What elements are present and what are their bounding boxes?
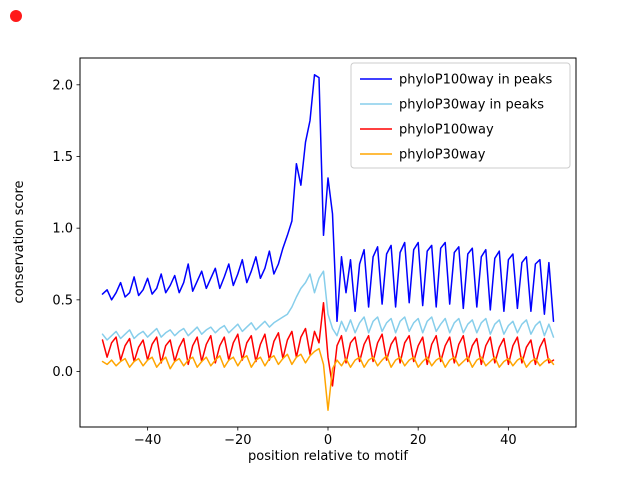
series-line-phylop30way-in-peaks [101, 270, 555, 341]
legend-label-phylop100way: phyloP100way [399, 123, 494, 138]
series-layer [101, 74, 555, 411]
legend-label-phylop30way: phyloP30way [399, 148, 486, 163]
legend: phyloP100way in peaks phyloP30way in peak… [350, 62, 571, 169]
y-tick-label: 0.5 [52, 293, 73, 308]
series-line-phylop100way-in-peaks [101, 74, 555, 323]
x-tick-label: 0 [324, 433, 332, 448]
x-tick-label: −40 [134, 433, 161, 448]
ticks-layer: −40 −20 0 20 40 0.0 0.5 1.0 1.5 2.0 [52, 78, 516, 448]
x-tick-label: 20 [410, 433, 427, 448]
x-tick-label: 40 [500, 433, 517, 448]
series-line-phylop100way [101, 301, 555, 387]
record-indicator-dot [10, 10, 22, 22]
y-tick-label: 0.0 [52, 365, 73, 380]
y-axis-label: conservation score [12, 180, 27, 303]
y-tick-label: 1.0 [52, 222, 73, 237]
legend-box [350, 62, 571, 169]
y-tick-label: 2.0 [52, 78, 73, 93]
y-tick-label: 1.5 [52, 150, 73, 165]
x-tick-label: −20 [224, 433, 251, 448]
legend-label-phylop100way-in-peaks: phyloP100way in peaks [399, 73, 553, 88]
legend-label-phylop30way-in-peaks: phyloP30way in peaks [399, 98, 544, 113]
x-axis-label: position relative to motif [248, 449, 408, 464]
series-line-phylop30way [101, 347, 555, 411]
